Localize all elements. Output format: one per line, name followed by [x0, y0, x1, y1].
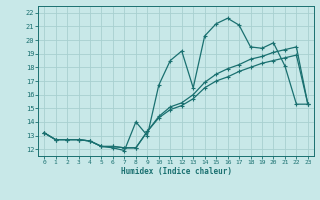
X-axis label: Humidex (Indice chaleur): Humidex (Indice chaleur) — [121, 167, 231, 176]
